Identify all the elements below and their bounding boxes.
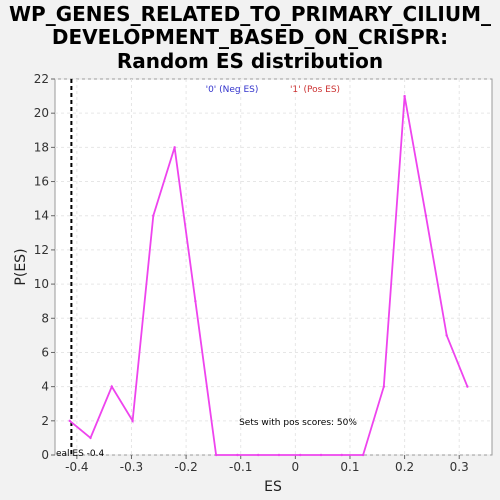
x-tick-label: 0.2 — [395, 460, 414, 474]
y-tick-label: 0 — [41, 448, 49, 462]
x-tick-label: 0.1 — [340, 460, 359, 474]
x-tick-label: -0.3 — [120, 460, 143, 474]
axis-ticks: 0 2 4 6 8 10 12 14 16 18 20 22 -0.4 -0.3 -0.2 -0.1 0 0.1 0… — [34, 72, 469, 474]
data-point — [466, 385, 469, 388]
data-point — [445, 334, 448, 337]
data-point — [424, 214, 428, 217]
data-point — [319, 453, 323, 457]
y-tick-label: 8 — [41, 311, 49, 325]
data-point — [131, 419, 134, 423]
series-layer — [68, 94, 469, 457]
legend-entry-neg: '0' (Neg ES) — [206, 85, 259, 95]
data-point — [194, 299, 197, 303]
x-tick-label: -0.4 — [65, 460, 88, 474]
data-point — [257, 453, 260, 457]
data-point — [361, 453, 365, 457]
x-tick-label: 0 — [292, 460, 300, 474]
chart-title-line-3: Random ES distribution — [117, 49, 383, 73]
chart-title-line-1: WP_GENES_RELATED_TO_PRIMARY_CILIUM_ — [9, 2, 491, 26]
y-tick-label: 6 — [41, 345, 49, 359]
x-axis-label: ES — [264, 479, 282, 495]
data-point — [110, 385, 114, 388]
y-tick-label: 18 — [34, 140, 49, 154]
y-tick-label: 16 — [34, 175, 49, 189]
y-tick-label: 20 — [34, 106, 49, 120]
x-tick-label: 0.3 — [450, 460, 469, 474]
data-point — [89, 436, 92, 440]
grid-lines — [55, 78, 492, 456]
data-point — [403, 94, 406, 98]
plot-area — [54, 78, 493, 456]
data-point — [173, 146, 176, 149]
pos-scores-annotation: Sets with pos scores: 50% — [239, 418, 357, 428]
y-tick-label: 22 — [34, 72, 49, 86]
x-tick-label: -0.2 — [174, 460, 197, 474]
data-point — [277, 453, 281, 457]
data-point — [340, 453, 343, 457]
y-tick-label: 12 — [34, 243, 49, 257]
y-axis-label: P(ES) — [13, 248, 29, 285]
legend-entry-pos: '1' (Pos ES) — [290, 85, 340, 95]
y-tick-label: 14 — [34, 209, 49, 223]
real-es-label: eal ES -0.4 — [56, 449, 105, 459]
data-point — [382, 385, 386, 388]
data-point — [152, 214, 155, 217]
series-line — [69, 95, 469, 456]
data-point — [68, 419, 71, 423]
y-tick-label: 10 — [34, 277, 49, 291]
chart-title-line-2: DEVELOPMENT_BASED_ON_CRISPR: — [52, 25, 448, 49]
x-tick-label: -0.1 — [229, 460, 252, 474]
data-point — [236, 453, 239, 457]
data-point — [214, 453, 218, 457]
data-point — [299, 453, 302, 457]
y-tick-label: 4 — [41, 380, 49, 394]
y-tick-label: 2 — [41, 414, 49, 428]
